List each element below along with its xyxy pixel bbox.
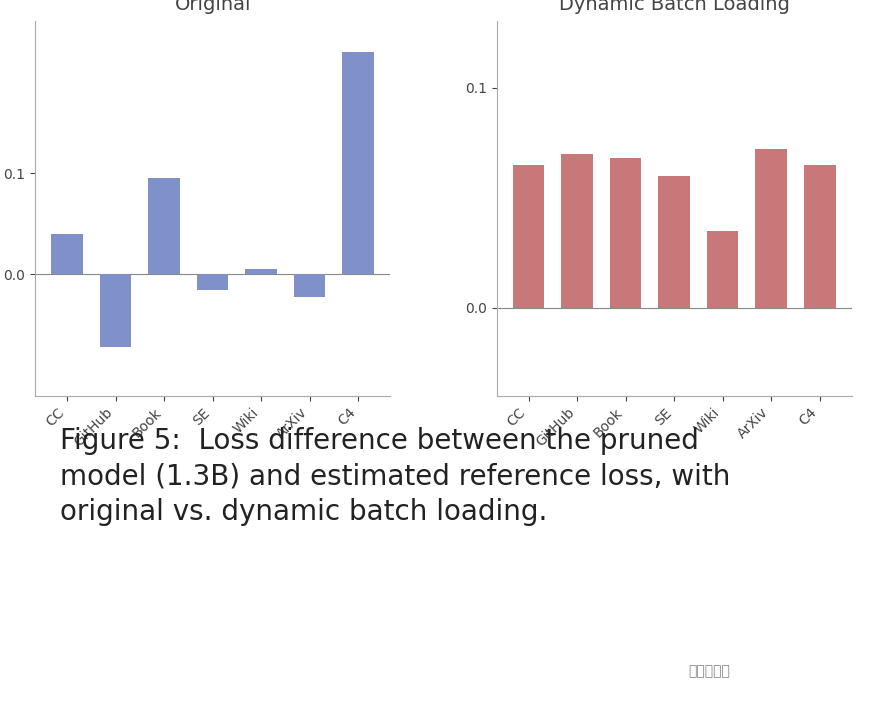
Bar	[706, 231, 738, 308]
Bar	[148, 178, 180, 274]
Bar	[560, 154, 592, 308]
Bar	[294, 274, 325, 296]
Title: Dynamic Batch Loading: Dynamic Batch Loading	[558, 0, 788, 14]
Bar	[100, 274, 132, 347]
Bar	[51, 234, 82, 274]
Bar	[245, 269, 276, 274]
Bar	[754, 149, 786, 308]
Bar	[512, 165, 544, 308]
Bar	[610, 158, 641, 308]
Bar	[196, 274, 228, 289]
Text: Figure 5:  Loss difference between the pruned
model (1.3B) and estimated referen: Figure 5: Loss difference between the pr…	[60, 427, 729, 526]
Bar	[658, 175, 689, 308]
Text: 公和量子位: 公和量子位	[688, 664, 730, 679]
Bar	[803, 165, 835, 308]
Title: Original: Original	[175, 0, 251, 14]
Bar	[342, 52, 374, 274]
